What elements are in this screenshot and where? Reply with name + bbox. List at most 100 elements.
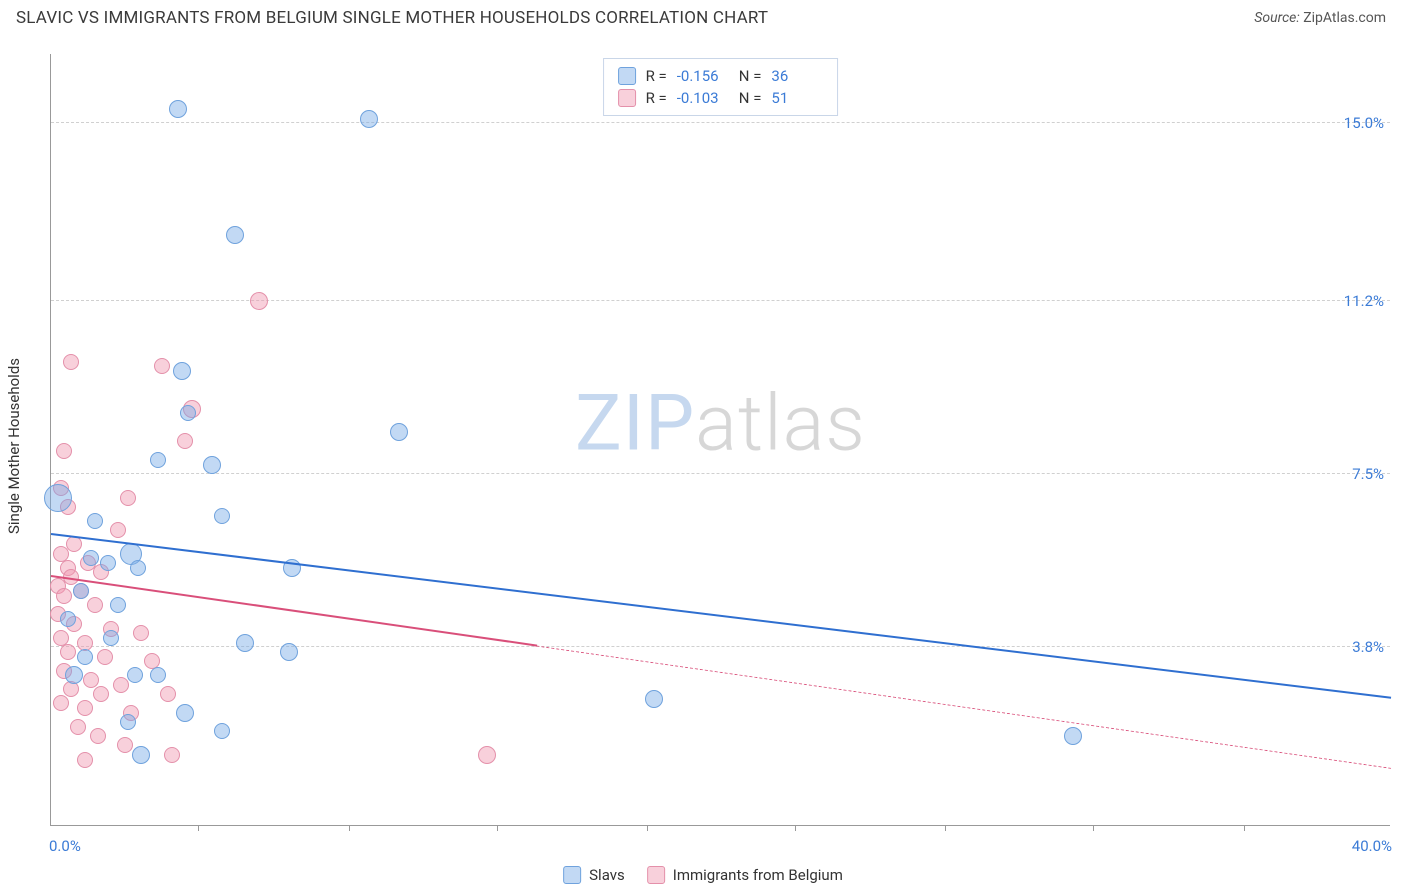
chart-title: SLAVIC VS IMMIGRANTS FROM BELGIUM SINGLE…: [16, 8, 768, 28]
chart-header: SLAVIC VS IMMIGRANTS FROM BELGIUM SINGLE…: [0, 0, 1406, 32]
data-point: [100, 555, 116, 571]
x-axis-max-label: 40.0%: [1352, 837, 1392, 855]
x-tick: [349, 825, 350, 831]
r-value-belgium: -0.103: [677, 89, 729, 107]
x-tick: [1093, 825, 1094, 831]
data-point: [164, 747, 180, 763]
data-point: [77, 649, 93, 665]
data-point: [44, 484, 72, 512]
data-point: [130, 560, 146, 576]
data-point: [127, 667, 143, 683]
x-tick: [1244, 825, 1245, 831]
data-point: [90, 728, 106, 744]
data-point: [154, 358, 170, 374]
data-point: [73, 583, 89, 599]
data-point: [203, 456, 221, 474]
watermark-zip: ZIP: [575, 379, 695, 470]
data-point: [117, 737, 133, 753]
x-axis-min-label: 0.0%: [49, 837, 81, 855]
legend-label-belgium: Immigrants from Belgium: [673, 866, 843, 884]
data-point: [77, 700, 93, 716]
data-point: [87, 513, 103, 529]
data-point: [120, 714, 136, 730]
data-point: [132, 746, 150, 764]
x-tick: [795, 825, 796, 831]
data-point: [56, 443, 72, 459]
data-point: [53, 695, 69, 711]
swatch-belgium: [647, 866, 665, 884]
x-tick: [647, 825, 648, 831]
watermark-atlas: atlas: [695, 379, 866, 470]
y-tick-label: 11.2%: [1344, 292, 1384, 310]
n-label: N =: [739, 89, 762, 107]
data-point: [103, 630, 119, 646]
legend-label-slavs: Slavs: [589, 866, 625, 884]
data-point: [226, 226, 244, 244]
source-label: Source:: [1254, 10, 1299, 26]
trend-line: [51, 575, 537, 647]
data-point: [214, 723, 230, 739]
data-point: [63, 354, 79, 370]
data-point: [87, 597, 103, 613]
grid-line: [51, 122, 1390, 123]
data-point: [360, 110, 378, 128]
n-value-slavs: 36: [771, 67, 823, 85]
data-point: [180, 405, 196, 421]
data-point: [214, 508, 230, 524]
legend-item-belgium: Immigrants from Belgium: [647, 866, 843, 884]
data-point: [173, 362, 191, 380]
data-point: [60, 644, 76, 660]
x-tick: [497, 825, 498, 831]
data-point: [83, 672, 99, 688]
data-point: [150, 667, 166, 683]
y-tick-label: 3.8%: [1352, 638, 1384, 656]
data-point: [1064, 727, 1082, 745]
scatter-chart: ZIPatlas R = -0.156 N = 36 R = -0.103 N …: [50, 54, 1390, 826]
data-point: [250, 292, 268, 310]
data-point: [177, 433, 193, 449]
data-point: [390, 423, 408, 441]
data-point: [56, 588, 72, 604]
series-legend: Slavs Immigrants from Belgium: [563, 866, 843, 884]
data-point: [77, 752, 93, 768]
data-point: [176, 704, 194, 722]
data-point: [280, 643, 298, 661]
r-value-slavs: -0.156: [677, 67, 729, 85]
watermark: ZIPatlas: [575, 379, 866, 470]
data-point: [169, 100, 187, 118]
data-point: [150, 452, 166, 468]
y-tick-label: 7.5%: [1352, 465, 1384, 483]
x-tick: [198, 825, 199, 831]
r-label: R =: [646, 89, 667, 107]
n-label: N =: [739, 67, 762, 85]
data-point: [60, 611, 76, 627]
data-point: [133, 625, 149, 641]
data-point: [110, 522, 126, 538]
y-tick-label: 15.0%: [1344, 114, 1384, 132]
grid-line: [51, 473, 1390, 474]
data-point: [65, 666, 83, 684]
trend-line: [51, 533, 1391, 699]
data-point: [70, 719, 86, 735]
y-axis-title: Single Mother Households: [5, 358, 23, 534]
data-point: [110, 597, 126, 613]
x-tick: [945, 825, 946, 831]
data-point: [93, 686, 109, 702]
legend-row-slavs: R = -0.156 N = 36: [618, 65, 824, 87]
source-attribution: Source: ZipAtlas.com: [1254, 10, 1386, 26]
n-value-belgium: 51: [771, 89, 823, 107]
legend-row-belgium: R = -0.103 N = 51: [618, 87, 824, 109]
data-point: [120, 490, 136, 506]
data-point: [478, 746, 496, 764]
swatch-slavs: [618, 67, 636, 85]
data-point: [160, 686, 176, 702]
data-point: [97, 649, 113, 665]
data-point: [83, 550, 99, 566]
data-point: [236, 634, 254, 652]
swatch-slavs: [563, 866, 581, 884]
legend-item-slavs: Slavs: [563, 866, 625, 884]
source-value: ZipAtlas.com: [1303, 10, 1386, 26]
r-label: R =: [646, 67, 667, 85]
swatch-belgium: [618, 89, 636, 107]
data-point: [645, 690, 663, 708]
